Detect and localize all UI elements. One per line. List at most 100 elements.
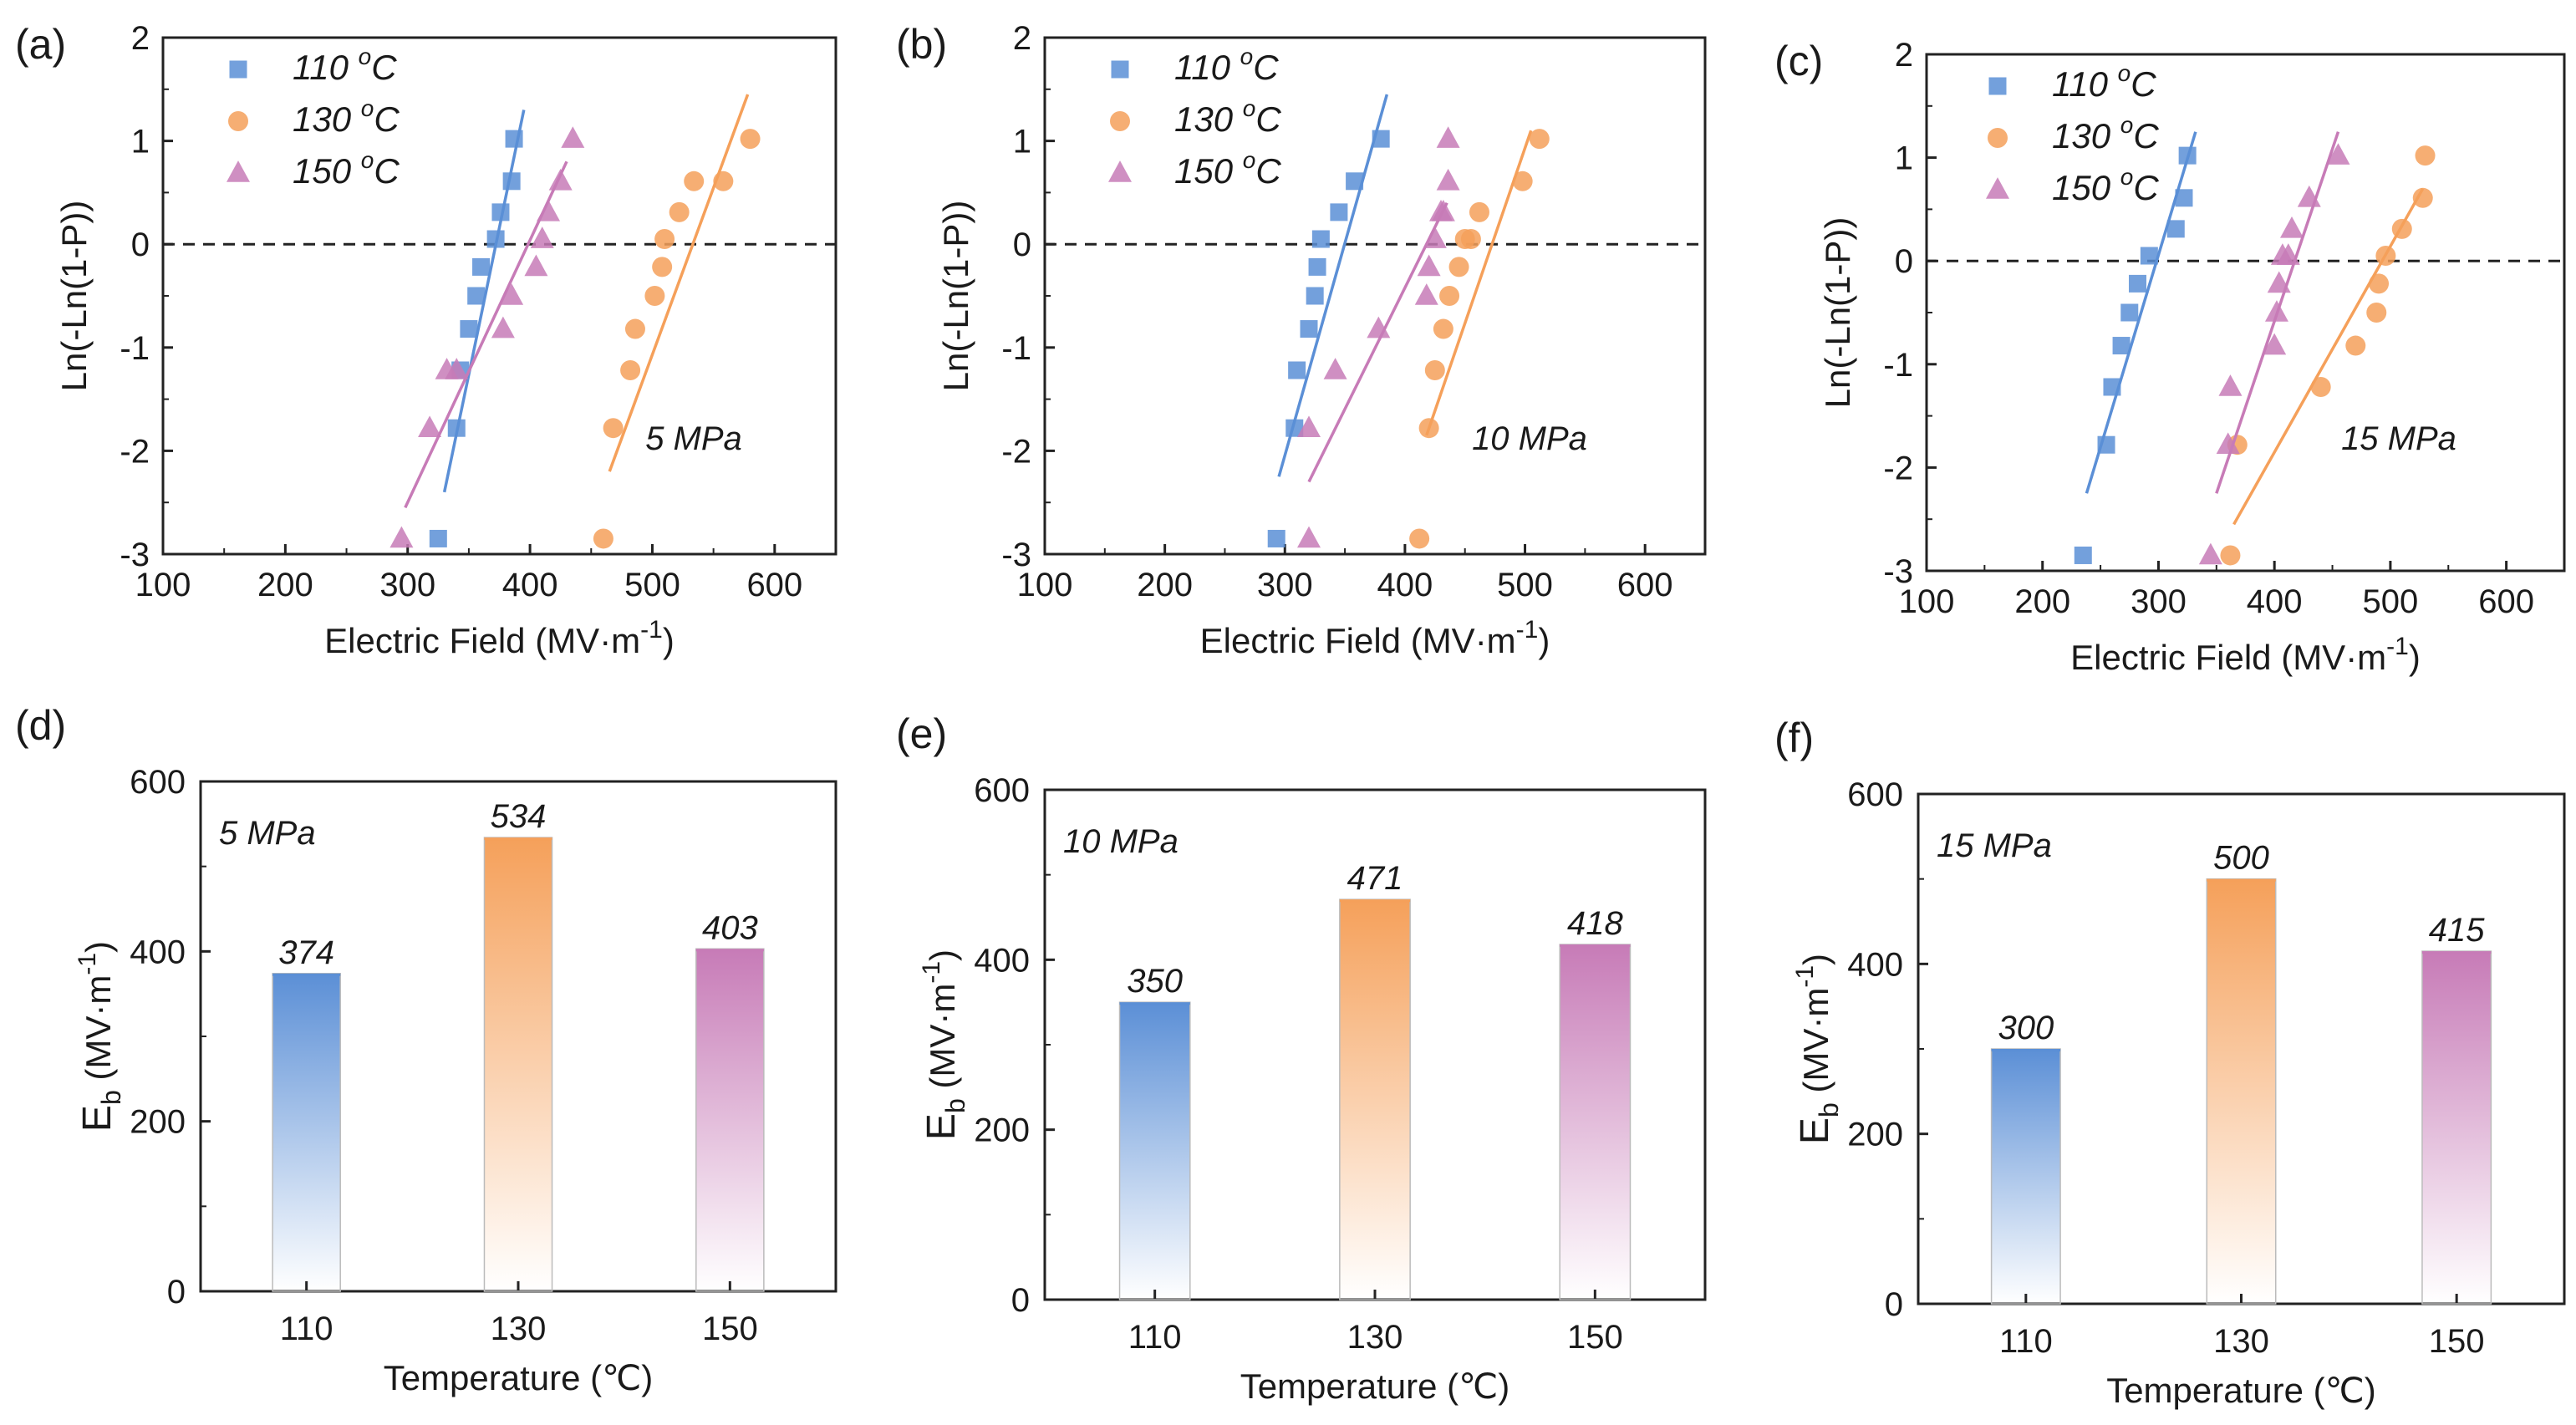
- data-point-c150: [2297, 185, 2321, 207]
- plot-frame: [1043, 36, 1707, 556]
- data-point-c150: [537, 200, 561, 221]
- x-tick-label: 600: [2478, 583, 2534, 620]
- data-point-c130: [2369, 273, 2390, 294]
- y-tick-label: -1: [1883, 347, 1913, 384]
- bar-value-label: 418: [1567, 905, 1623, 942]
- y-axis-label: Eb (MV·m-1): [74, 941, 126, 1132]
- data-point-c130: [1512, 170, 1533, 191]
- legend-label-c130: 130 oC: [1174, 95, 1281, 139]
- data-point-c150: [445, 358, 469, 379]
- y-tick-label: 600: [1847, 776, 1903, 813]
- y-tick-label: -2: [120, 433, 150, 470]
- data-point-c150: [1431, 200, 1455, 221]
- x-tick-label: 200: [1137, 567, 1193, 603]
- data-point-c130: [2220, 545, 2241, 566]
- data-point-c150: [2263, 333, 2287, 355]
- data-point-c110: [491, 203, 510, 221]
- x-axis-label: Electric Field (MV·m-1): [2070, 633, 2421, 677]
- bar-150: [1559, 944, 1632, 1300]
- fit-line-c150: [1307, 201, 1448, 483]
- legend-label-c150: 150 oC: [1174, 147, 1281, 191]
- y-tick-label: 2: [1895, 37, 1913, 74]
- x-tick-label: 150: [1567, 1319, 1623, 1356]
- data-point-c130: [603, 418, 624, 439]
- legend-marker-c150: [1108, 160, 1132, 182]
- y-tick-label: -3: [1001, 537, 1031, 573]
- weibull-panel-a: 100 200 300 400 500 600 -3 -2 -1 0 1 2 110 oC 130 oC 1…: [15, 20, 837, 660]
- y-tick-label: 600: [974, 772, 1030, 809]
- plot-frame: [161, 36, 837, 556]
- x-tick-label: 400: [502, 567, 558, 603]
- data-point-c150: [1367, 316, 1391, 338]
- panel-label: (c): [1774, 38, 1823, 84]
- data-point-c110: [2103, 378, 2121, 396]
- x-tick-label: 110: [1128, 1319, 1182, 1356]
- data-point-c150: [2279, 216, 2304, 238]
- y-tick-label: 0: [131, 226, 150, 263]
- data-point-c110: [1311, 230, 1330, 248]
- data-point-c130: [2345, 335, 2366, 356]
- data-point-c150: [418, 415, 442, 438]
- bar-110: [1990, 1048, 2061, 1305]
- legend-label-c150: 150 oC: [293, 147, 400, 191]
- bar-top-110: [272, 973, 341, 976]
- y-axis-label: Eb (MV·m-1): [918, 949, 970, 1140]
- panel-label: (e): [896, 710, 947, 757]
- y-tick-label: 400: [1847, 946, 1903, 983]
- data-point-c150: [1297, 526, 1321, 548]
- data-point-c150: [491, 316, 515, 338]
- x-tick-label: 600: [746, 567, 802, 603]
- x-tick-label: 130: [491, 1310, 547, 1347]
- x-axis-label: Temperature (℃): [1240, 1366, 1510, 1406]
- x-tick-label: 200: [257, 567, 313, 603]
- data-point-c150: [1417, 254, 1441, 277]
- data-point-c150: [1436, 126, 1460, 148]
- data-point-c150: [2216, 432, 2240, 455]
- condition-label: 10 MPa: [1472, 420, 1587, 457]
- y-tick-label: 0: [1885, 1286, 1903, 1323]
- legend-label-c150: 150 oC: [2052, 164, 2159, 207]
- data-point-c150: [2326, 143, 2350, 165]
- y-tick-label: 1: [1895, 140, 1913, 177]
- data-point-c150: [1423, 226, 1447, 248]
- panel-label: (a): [15, 21, 66, 68]
- bar-150: [2421, 950, 2492, 1305]
- data-point-c130: [1439, 286, 1460, 306]
- y-tick-label: 400: [974, 942, 1030, 979]
- data-point-c150: [548, 168, 573, 191]
- data-point-c130: [669, 201, 690, 222]
- x-axis-label: Temperature (℃): [2106, 1371, 2376, 1410]
- data-point-c130: [624, 318, 645, 339]
- data-point-c150: [1414, 283, 1438, 305]
- data-point-c130: [620, 359, 641, 380]
- y-axis-label: Eb (MV·m-1): [1791, 954, 1844, 1144]
- data-point-c110: [2120, 303, 2139, 322]
- bar-130: [483, 837, 553, 1292]
- y-tick-label: 0: [1011, 1282, 1030, 1319]
- x-tick-label: 200: [2014, 583, 2070, 620]
- data-point-c110: [2140, 247, 2158, 265]
- weibull-panel-c: 100 200 300 400 500 600 -3 -2 -1 0 1 2 110 oC 130 oC 1…: [1774, 37, 2566, 677]
- data-point-c130: [652, 257, 673, 277]
- x-tick-label: 150: [702, 1310, 758, 1347]
- x-tick-label: 500: [624, 567, 680, 603]
- data-point-c110: [429, 529, 447, 547]
- y-tick-label: 0: [1895, 243, 1913, 280]
- bar-value-label: 415: [2429, 912, 2485, 949]
- x-tick-label: 400: [2247, 583, 2303, 620]
- data-point-c150: [561, 126, 585, 148]
- plot-frame: [1925, 53, 2566, 573]
- data-point-c110: [1308, 257, 1326, 276]
- fit-line-c110: [1277, 94, 1389, 477]
- data-point-c130: [593, 528, 613, 549]
- bar-value-label: 350: [1127, 963, 1183, 1000]
- y-tick-label: 2: [131, 20, 150, 57]
- data-point-c110: [1288, 361, 1306, 379]
- x-axis-label: Electric Field (MV·m-1): [324, 616, 675, 660]
- data-point-c110: [2074, 546, 2092, 564]
- bar-top-130: [1339, 899, 1411, 903]
- data-point-c150: [2218, 374, 2243, 396]
- x-tick-label: 500: [2363, 583, 2419, 620]
- legend-marker-c130: [1110, 111, 1130, 131]
